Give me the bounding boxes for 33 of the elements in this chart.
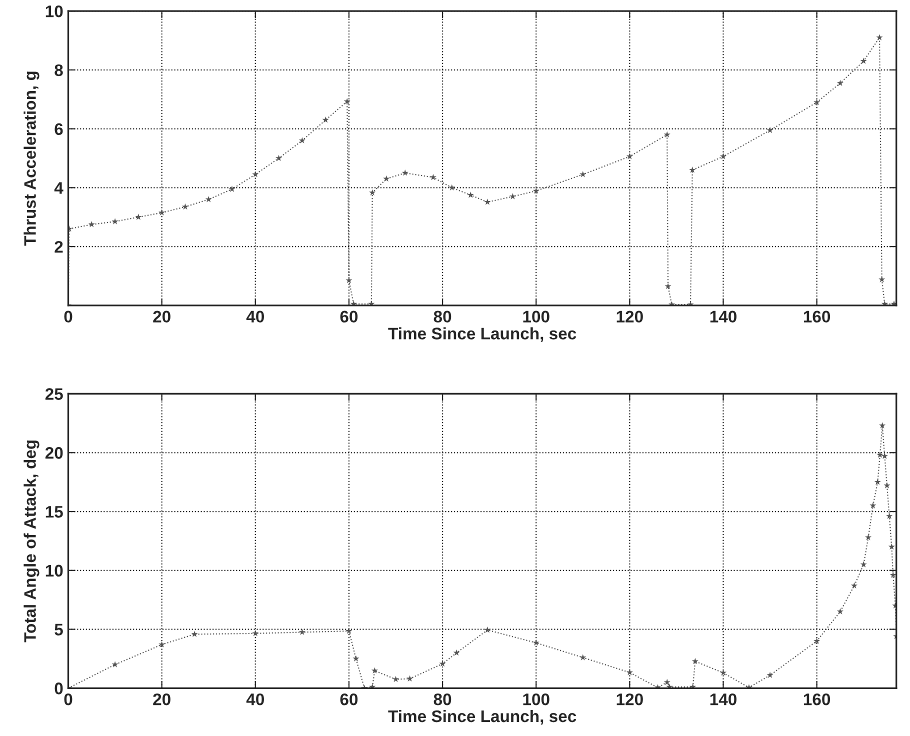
y-tick-label: 5 xyxy=(54,624,63,636)
y-tick-label: 15 xyxy=(46,506,63,518)
y-tick-label: 6 xyxy=(54,123,63,136)
y-tick-label: 25 xyxy=(45,388,63,400)
x-tick-label: 40 xyxy=(246,310,264,323)
x-tick-label: 80 xyxy=(434,310,452,323)
x-tick-label: 120 xyxy=(616,693,643,706)
y-axis-title: Thrust Acceleration, g xyxy=(24,72,40,246)
y-tick-label: 8 xyxy=(54,64,63,76)
x-tick-label: 100 xyxy=(523,693,550,706)
x-tick-label: 0 xyxy=(64,310,72,323)
y-tick-label: 10 xyxy=(46,564,63,577)
y-tick-label: 4 xyxy=(54,182,64,194)
x-axis-title: Time Since Launch, sec xyxy=(388,327,576,342)
x-tick-label: 20 xyxy=(153,693,170,706)
y-tick-label: 2 xyxy=(54,240,63,253)
x-axis-title: Time Since Launch, sec xyxy=(388,710,576,725)
x-tick-label: 80 xyxy=(434,693,452,706)
x-tick-label: 140 xyxy=(710,693,736,706)
x-tick-label: 40 xyxy=(246,693,264,706)
x-tick-label: 140 xyxy=(710,310,736,323)
x-tick-label: 20 xyxy=(153,310,170,323)
x-tick-label: 100 xyxy=(523,310,550,323)
x-tick-label: 120 xyxy=(616,310,643,323)
x-tick-label: 160 xyxy=(804,310,830,323)
y-axis-title: Total Angle of Attack, deg xyxy=(24,440,40,642)
x-tick-label: 0 xyxy=(64,693,72,706)
x-tick-label: 60 xyxy=(340,693,358,706)
y-tick-label: 0 xyxy=(54,682,63,694)
y-tick-label: 20 xyxy=(45,447,63,459)
x-tick-label: 160 xyxy=(804,693,830,706)
y-tick-label: 10 xyxy=(46,5,63,18)
x-tick-label: 60 xyxy=(340,310,358,323)
